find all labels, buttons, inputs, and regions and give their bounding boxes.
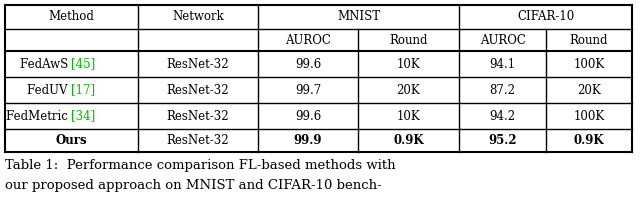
Text: FedMetric: FedMetric (6, 110, 72, 123)
Text: 94.1: 94.1 (490, 58, 516, 71)
Text: 99.9: 99.9 (294, 134, 323, 147)
Text: Table 1:  Performance comparison FL-based methods with: Table 1: Performance comparison FL-based… (5, 158, 396, 171)
Text: Round: Round (570, 33, 608, 46)
Text: Network: Network (172, 10, 224, 23)
Text: 94.2: 94.2 (490, 110, 516, 123)
Text: ResNet-32: ResNet-32 (166, 110, 229, 123)
Text: Method: Method (49, 10, 95, 23)
Text: 99.6: 99.6 (295, 110, 321, 123)
Text: 100K: 100K (573, 110, 605, 123)
Text: 0.9K: 0.9K (573, 134, 604, 147)
Text: 10K: 10K (397, 58, 420, 71)
Text: 95.2: 95.2 (488, 134, 517, 147)
Text: [17]: [17] (72, 84, 95, 97)
Text: 10K: 10K (397, 110, 420, 123)
Text: 99.7: 99.7 (295, 84, 321, 97)
Text: MNIST: MNIST (337, 10, 380, 23)
Text: ResNet-32: ResNet-32 (166, 134, 229, 147)
Text: ResNet-32: ResNet-32 (166, 58, 229, 71)
Text: 20K: 20K (577, 84, 601, 97)
Text: 100K: 100K (573, 58, 605, 71)
Text: [34]: [34] (72, 110, 96, 123)
Text: FedAwS: FedAwS (19, 58, 72, 71)
Text: 0.9K: 0.9K (393, 134, 424, 147)
Text: Ours: Ours (56, 134, 87, 147)
Text: AUROC: AUROC (479, 33, 525, 46)
Text: 99.6: 99.6 (295, 58, 321, 71)
Text: AUROC: AUROC (285, 33, 331, 46)
Text: 87.2: 87.2 (490, 84, 515, 97)
Text: Round: Round (389, 33, 428, 46)
Text: FedUV: FedUV (28, 84, 72, 97)
Text: [45]: [45] (72, 58, 96, 71)
Text: CIFAR-10: CIFAR-10 (517, 10, 574, 23)
Text: our proposed approach on MNIST and CIFAR-10 bench-: our proposed approach on MNIST and CIFAR… (5, 179, 381, 191)
Text: ResNet-32: ResNet-32 (166, 84, 229, 97)
Text: 20K: 20K (397, 84, 420, 97)
